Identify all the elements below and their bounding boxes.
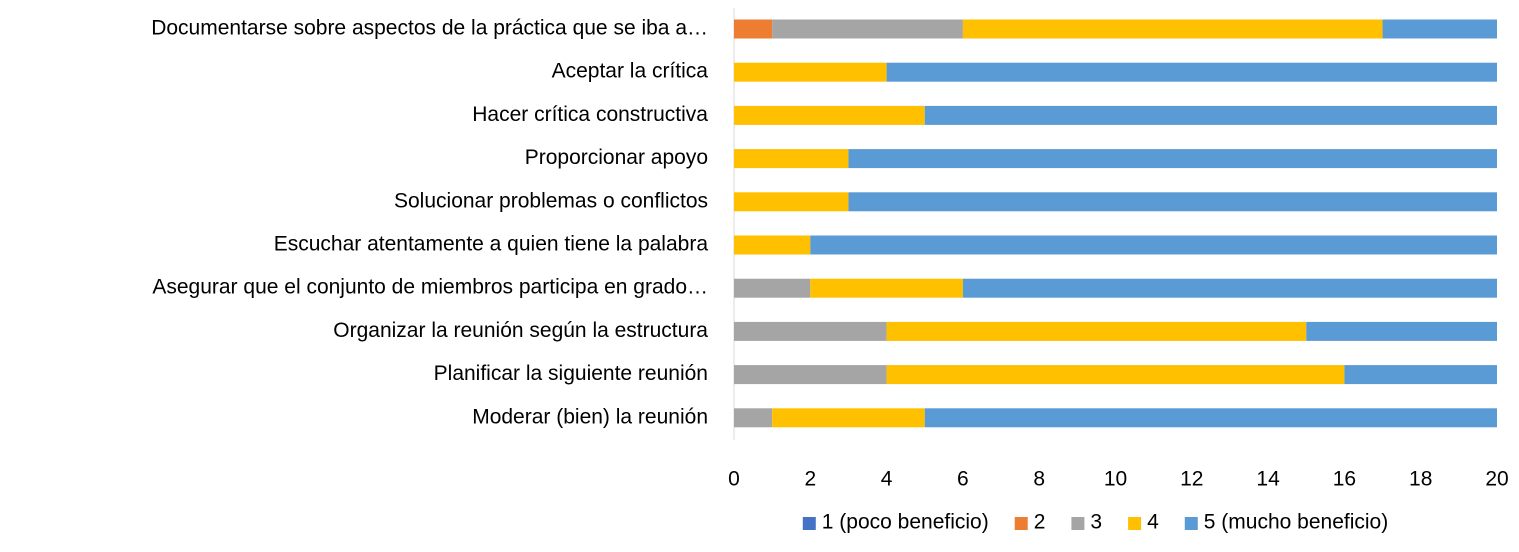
bar-segment [734,365,887,385]
bar-segment [962,278,1497,298]
x-tick-label: 18 [1409,468,1432,491]
x-tick-label: 14 [1256,468,1280,491]
bar-segment [1306,321,1497,341]
bar-segment [848,192,1497,212]
bar-segment [810,235,1497,255]
bar-segment [734,408,773,428]
bar-segment [734,321,887,341]
bar-segment [962,19,1383,39]
bar-segment [810,278,963,298]
category-label: Organizar la reunión según la estructura [333,319,708,342]
category-label: Moderar (bien) la reunión [472,405,708,428]
x-tick-label: 16 [1333,468,1356,491]
legend-label: 3 [1090,511,1102,534]
legend-label: 2 [1034,511,1046,534]
bar-segment [924,408,1497,428]
category-label: Solucionar problemas o conflictos [394,189,708,212]
category-label: Asegurar que el conjunto de miembros par… [152,276,708,299]
bar-segment [886,321,1307,341]
x-tick-label: 0 [728,468,740,491]
bar-segment [734,149,849,169]
legend-swatch [1184,517,1198,530]
bar-segment [886,365,1345,385]
bar-segment [772,19,963,39]
bar-segment [1382,19,1497,39]
x-tick-label: 10 [1104,468,1127,491]
legend-label: 5 (mucho beneficio) [1204,511,1388,534]
bar-segment [734,235,811,255]
bar-segment [734,19,773,39]
bar-segment [734,278,811,298]
legend-label: 4 [1147,511,1159,534]
category-label: Documentarse sobre aspectos de la prácti… [151,17,708,40]
bar-segment [1344,365,1497,385]
legend-swatch [802,517,816,530]
x-tick-label: 6 [957,468,969,491]
x-tick-label: 20 [1485,468,1508,491]
legend-swatch [1071,517,1085,530]
x-tick-label: 8 [1033,468,1045,491]
x-tick-label: 12 [1180,468,1203,491]
category-label: Hacer crítica constructiva [472,103,708,126]
category-label: Proporcionar apoyo [525,146,708,169]
bar-segment [772,408,925,428]
category-label: Aceptar la crítica [552,60,709,83]
category-label: Planificar la siguiente reunión [434,362,708,385]
bar-segment [848,149,1497,169]
x-tick-label: 4 [881,468,893,491]
legend-swatch [1128,517,1142,530]
category-label: Escuchar atentamente a quien tiene la pa… [274,233,709,256]
bar-segment [886,62,1497,82]
legend-label: 1 (poco beneficio) [822,511,989,534]
bar-segment [924,105,1497,125]
bar-segment [734,62,887,82]
bar-segment [734,105,925,125]
bar-segment [734,192,849,212]
legend-swatch [1014,517,1028,530]
x-tick-label: 2 [804,468,816,491]
